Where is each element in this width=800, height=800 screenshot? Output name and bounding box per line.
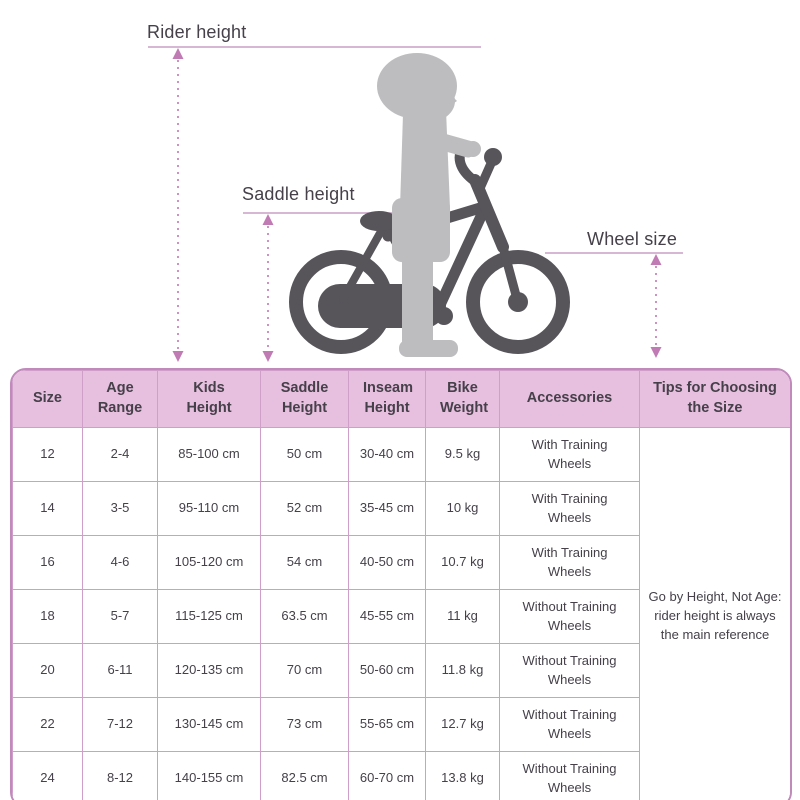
arrow-down-icon (650, 347, 662, 358)
nose (445, 90, 457, 109)
cell-accessories: Without Training Wheels (499, 751, 640, 800)
cell-saddle-height: 70 cm (260, 643, 349, 698)
col-bike-weight: Bike Weight (425, 370, 500, 428)
cell-size: 14 (12, 481, 83, 536)
cell-age: 2-4 (82, 427, 158, 482)
cell-size: 18 (12, 589, 83, 644)
table-row: 18 5-7 115-125 cm 63.5 cm 45-55 cm 11 kg… (12, 589, 791, 644)
cell-size: 24 (12, 751, 83, 800)
cell-bike-weight: 9.5 kg (425, 427, 500, 482)
arrow-up-icon (650, 254, 662, 265)
tips-cell: Go by Height, Not Age: rider height is a… (639, 427, 790, 800)
table-row: 20 6-11 120-135 cm 70 cm 50-60 cm 11.8 k… (12, 643, 791, 698)
arm (427, 131, 477, 158)
wheel-size-measure (545, 252, 683, 358)
cell-bike-weight: 11.8 kg (425, 643, 500, 698)
cell-inseam-height: 35-45 cm (348, 481, 426, 536)
cell-inseam-height: 60-70 cm (348, 751, 426, 800)
saddle-height-label: Saddle height (242, 184, 355, 204)
arrow-down-icon (262, 351, 274, 362)
rider-height-label: Rider height (147, 22, 247, 42)
saddle-height-measure (243, 212, 392, 362)
col-accessories: Accessories (499, 370, 640, 428)
cell-inseam-height: 45-55 cm (348, 589, 426, 644)
cell-bike-weight: 10.7 kg (425, 535, 500, 590)
cell-age: 7-12 (82, 697, 158, 752)
cell-bike-weight: 12.7 kg (425, 697, 500, 752)
wheel-size-label: Wheel size (587, 229, 678, 249)
cell-kids-height: 95-110 cm (157, 481, 261, 536)
cell-accessories: Without Training Wheels (499, 589, 640, 644)
col-age-range: Age Range (82, 370, 158, 428)
cell-bike-weight: 10 kg (425, 481, 500, 536)
foot (399, 340, 458, 357)
cell-kids-height: 85-100 cm (157, 427, 261, 482)
shorts (392, 198, 450, 262)
cell-saddle-height: 82.5 cm (260, 751, 349, 800)
cell-age: 8-12 (82, 751, 158, 800)
leg (402, 256, 433, 348)
cell-size: 20 (12, 643, 83, 698)
table-row: 22 7-12 130-145 cm 73 cm 55-65 cm 12.7 k… (12, 697, 791, 752)
col-saddle-height: Saddle Height (260, 370, 349, 428)
kid-silhouette (377, 53, 481, 357)
hand (465, 141, 481, 157)
cell-age: 5-7 (82, 589, 158, 644)
cell-age: 3-5 (82, 481, 158, 536)
cell-size: 22 (12, 697, 83, 752)
cell-saddle-height: 63.5 cm (260, 589, 349, 644)
cell-inseam-height: 50-60 cm (348, 643, 426, 698)
cell-bike-weight: 11 kg (425, 589, 500, 644)
cell-kids-height: 115-125 cm (157, 589, 261, 644)
rider-height-measure (148, 46, 481, 362)
cell-saddle-height: 50 cm (260, 427, 349, 482)
cell-inseam-height: 40-50 cm (348, 535, 426, 590)
header-row: Size Age Range Kids Height Saddle Height… (12, 370, 790, 428)
table-row: 12 2-4 85-100 cm 50 cm 30-40 cm 9.5 kg W… (12, 427, 790, 800)
cell-age: 4-6 (82, 535, 158, 590)
table-row: 24 8-12 140-155 cm 82.5 cm 60-70 cm 13.8… (12, 751, 791, 800)
size-table-grid: Size Age Range Kids Height Saddle Height… (12, 370, 791, 800)
cell-saddle-height: 73 cm (260, 697, 349, 752)
cell-accessories: Without Training Wheels (499, 643, 640, 698)
cell-size: 12 (12, 427, 83, 482)
cell-kids-height: 105-120 cm (157, 535, 261, 590)
cell-accessories: Without Training Wheels (499, 697, 640, 752)
cell-kids-height: 120-135 cm (157, 643, 261, 698)
col-inseam-height: Inseam Height (348, 370, 426, 428)
cell-accessories: With Training Wheels (499, 427, 640, 482)
arrow-up-icon (172, 48, 184, 59)
torso (400, 110, 450, 208)
cell-saddle-height: 52 cm (260, 481, 349, 536)
col-kids-height: Kids Height (157, 370, 261, 428)
cell-accessories: With Training Wheels (499, 535, 640, 590)
cell-inseam-height: 30-40 cm (348, 427, 426, 482)
cell-kids-height: 130-145 cm (157, 697, 261, 752)
cell-inseam-height: 55-65 cm (348, 697, 426, 752)
cell-accessories: With Training Wheels (499, 481, 640, 536)
cell-saddle-height: 54 cm (260, 535, 349, 590)
arrow-up-icon (262, 214, 274, 225)
size-table: Size Age Range Kids Height Saddle Height… (10, 368, 792, 800)
kid-bike-illustration (148, 46, 683, 362)
cell-bike-weight: 13.8 kg (425, 751, 500, 800)
table-row: 14 3-5 95-110 cm 52 cm 35-45 cm 10 kg Wi… (12, 481, 791, 536)
col-size: Size (12, 370, 83, 428)
cell-size: 16 (12, 535, 83, 590)
cell-age: 6-11 (82, 643, 158, 698)
arrow-down-icon (172, 351, 184, 362)
cell-kids-height: 140-155 cm (157, 751, 261, 800)
col-tips: Tips for Choosing the Size (639, 370, 790, 428)
